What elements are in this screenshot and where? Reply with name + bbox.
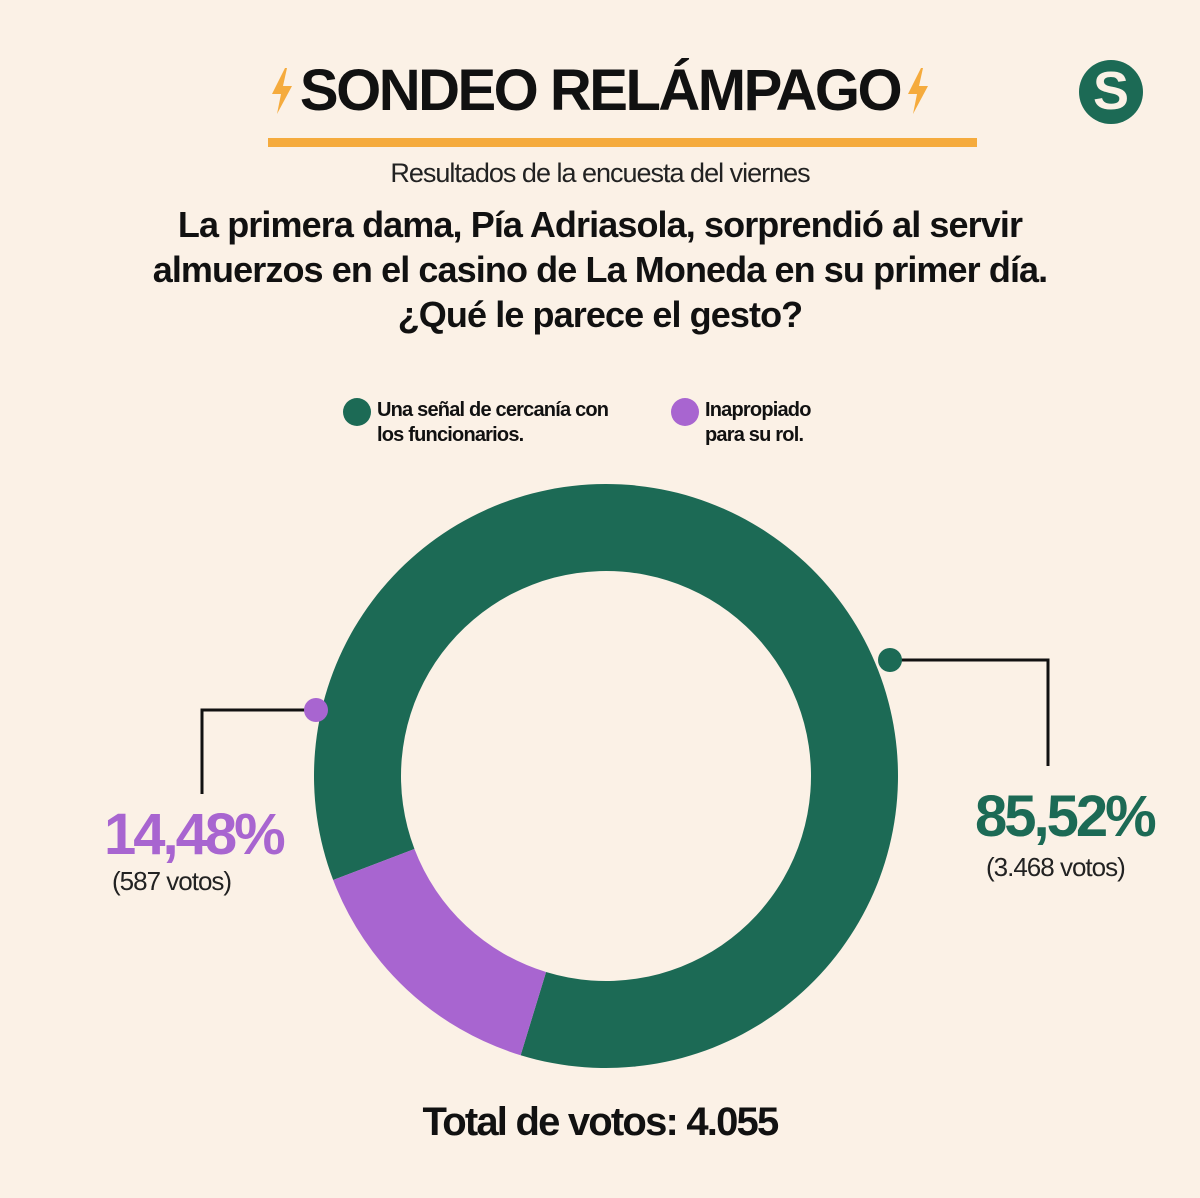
legend-swatch-green xyxy=(343,398,371,426)
slice-inapropiado xyxy=(333,849,547,1056)
lightning-bolt-icon xyxy=(271,68,292,114)
leader-line-green xyxy=(890,658,1050,766)
poll-title: SONDEO RELÁMPAGO xyxy=(299,58,903,123)
legend-item-inapropiado: Inapropiado para su rol. xyxy=(671,398,845,448)
title-underline xyxy=(268,138,977,147)
votes-inapropiado: (587 votos) xyxy=(112,866,232,896)
lightning-bolt-icon xyxy=(908,68,929,114)
percentage-cercania: 85,52% xyxy=(975,784,1157,849)
total-votes: Total de votos: 4.055 xyxy=(422,1100,780,1144)
leader-line-purple xyxy=(200,708,316,794)
brand-logo-letter: S xyxy=(1092,61,1130,121)
percentage-inapropiado: 14,48% xyxy=(104,802,286,867)
poll-header: SONDEO RELÁMPAGO xyxy=(0,62,1200,120)
poll-question: La primera dama, Pía Adriasola, sorprend… xyxy=(152,204,1048,335)
votes-cercania: (3.468 votos) xyxy=(986,852,1126,882)
poll-subtitle: Resultados de la encuesta del viernes xyxy=(390,158,810,188)
brand-logo: S xyxy=(1079,60,1143,124)
legend-item-cercania: Una señal de cercanía con los funcionari… xyxy=(343,398,617,448)
legend-label: Inapropiado para su rol. xyxy=(705,399,811,446)
leader-dot-green xyxy=(878,648,902,672)
leader-dot-purple xyxy=(304,698,328,722)
legend-swatch-purple xyxy=(671,398,699,426)
legend-label: Una señal de cercanía con los funcionari… xyxy=(377,399,609,446)
slice-cercania xyxy=(313,483,898,1068)
